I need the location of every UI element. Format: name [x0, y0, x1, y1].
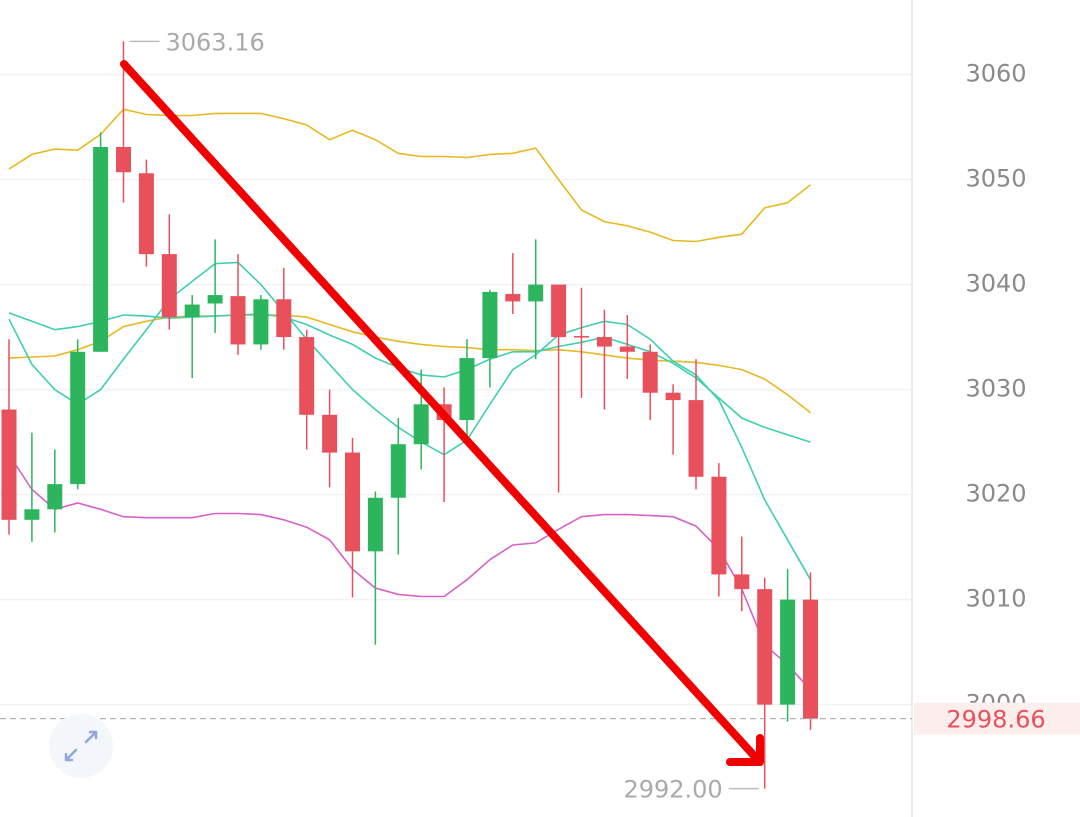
- candle-body: [551, 284, 567, 338]
- indicator-line: [8, 454, 812, 691]
- indicator-line: [8, 108, 811, 243]
- expand-button[interactable]: [49, 714, 113, 778]
- candle-body: [116, 147, 131, 173]
- last-price-label: 2998.66: [946, 706, 1045, 734]
- candle-body: [253, 299, 269, 345]
- indicator-line: [8, 261, 812, 581]
- candle-body: [711, 476, 727, 575]
- candle-body: [688, 400, 704, 477]
- candle-body: [70, 351, 86, 485]
- indicator-line: [8, 312, 811, 443]
- candle-body: [459, 358, 475, 421]
- candle-body: [505, 294, 521, 302]
- candle-body: [322, 414, 338, 453]
- candle-body: [757, 589, 773, 705]
- y-tick-label: 3060: [965, 60, 1026, 88]
- candle-body: [207, 295, 223, 304]
- candle-body: [276, 299, 292, 338]
- candle-body: [161, 254, 177, 318]
- candle-body: [299, 337, 315, 415]
- candle-body: [780, 599, 796, 705]
- low-label: 2992.00: [623, 776, 722, 804]
- candle-body: [574, 336, 589, 338]
- y-tick-label: 3040: [965, 270, 1026, 298]
- y-tick-label: 3010: [965, 585, 1026, 613]
- candle-body: [47, 484, 63, 510]
- trend-arrow: [120, 60, 764, 766]
- candle-body: [390, 444, 406, 498]
- candle-body: [482, 291, 498, 359]
- candle-body: [803, 599, 818, 719]
- indicator-line: [8, 314, 811, 414]
- last-price-box: [914, 702, 1080, 735]
- candle-body: [596, 337, 612, 347]
- candle-body: [24, 509, 40, 520]
- candle-body: [413, 404, 429, 445]
- candle-body: [528, 284, 544, 302]
- y-tick-label: 3030: [965, 375, 1026, 403]
- candle-body: [734, 574, 750, 590]
- candle-body: [1, 409, 17, 520]
- candle-body: [138, 173, 154, 255]
- candle-body: [642, 351, 658, 393]
- candle-body: [230, 296, 246, 345]
- candle-body: [345, 452, 360, 552]
- y-tick-label: 3020: [965, 480, 1026, 508]
- candle-body: [367, 497, 383, 552]
- candle-body: [184, 304, 200, 318]
- candle-body: [619, 346, 635, 352]
- y-tick-label: 3050: [965, 165, 1026, 193]
- candle-body: [665, 392, 681, 401]
- candle-body: [93, 147, 109, 352]
- high-label: 3063.16: [166, 28, 265, 56]
